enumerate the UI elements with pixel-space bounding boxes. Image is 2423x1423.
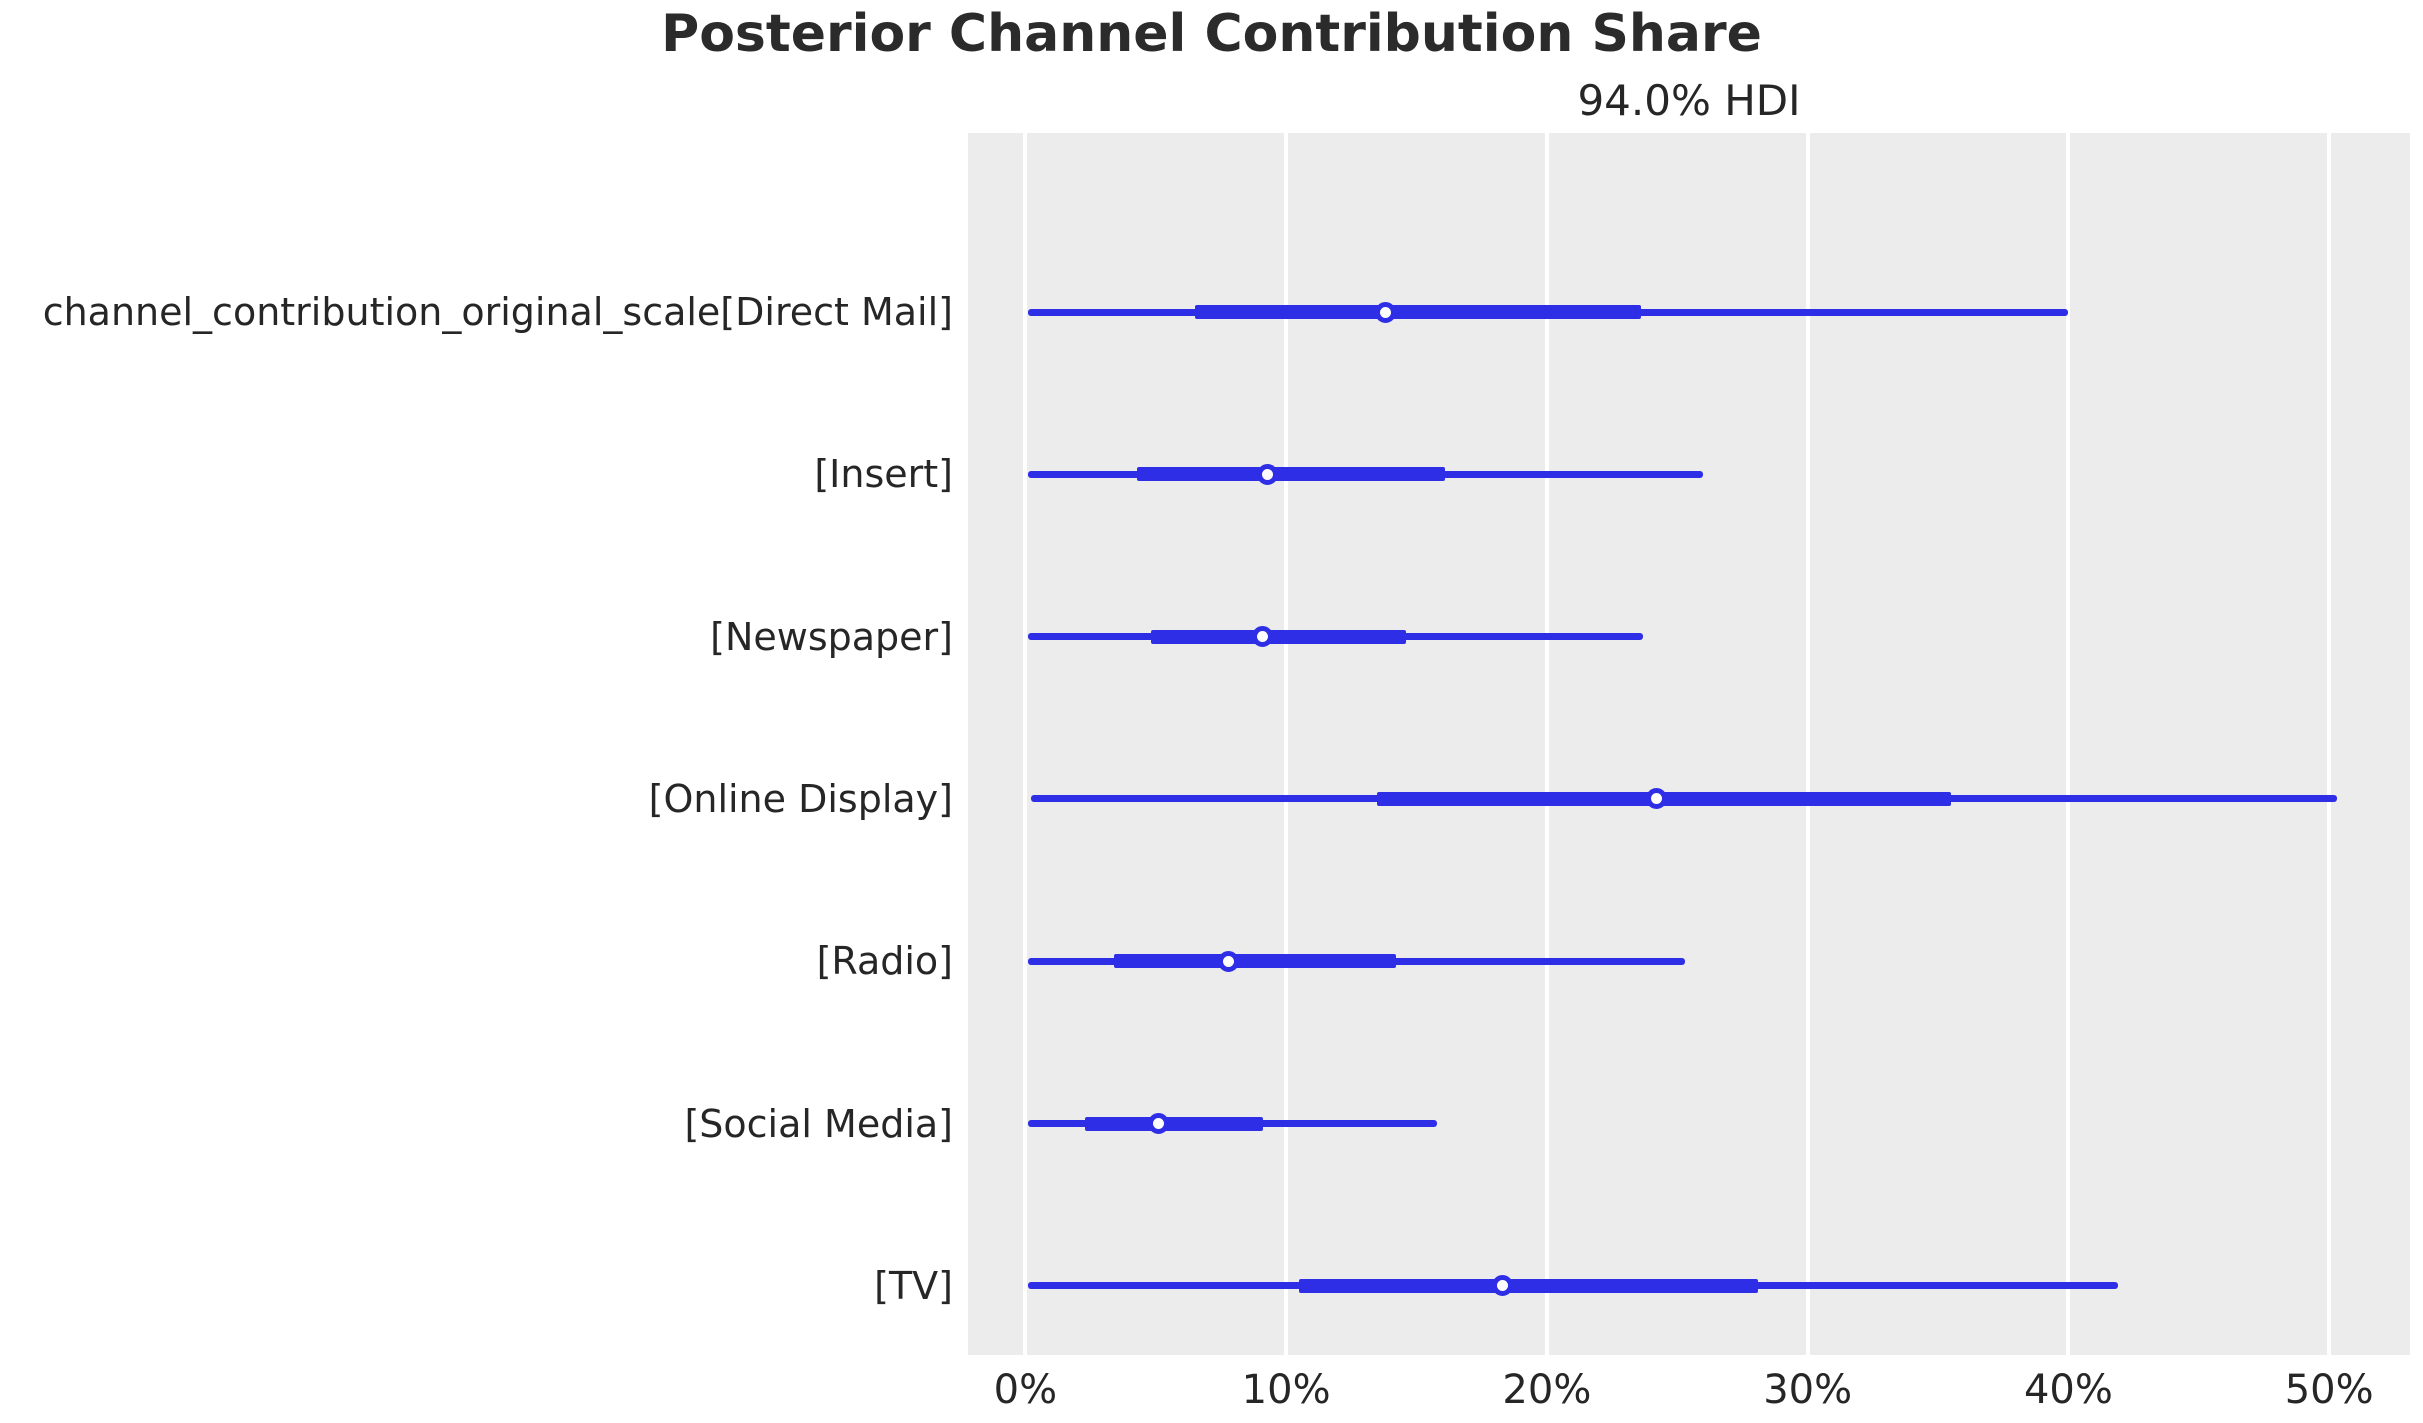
median-point-marker [1218, 950, 1240, 972]
quartile-interval-line [1150, 629, 1407, 644]
chart-title: Posterior Channel Contribution Share [661, 4, 1762, 64]
median-point-marker [1252, 626, 1274, 648]
median-point-marker [1147, 1113, 1169, 1134]
x-tick-label: 30% [1763, 1367, 1853, 1413]
x-gridline [1023, 133, 1028, 1355]
x-tick-label: 50% [2284, 1367, 2374, 1413]
median-point-marker [1492, 1275, 1514, 1297]
x-gridline [2066, 133, 2071, 1355]
y-label: [TV] [874, 1263, 953, 1308]
quartile-interval-line [1194, 305, 1641, 319]
x-gridline [1544, 133, 1549, 1355]
quartile-interval-line [1114, 954, 1396, 969]
median-point-marker [1374, 301, 1396, 323]
y-label: [Social Media] [684, 1101, 953, 1146]
quartile-interval-line [1137, 467, 1446, 482]
quartile-interval-line [1085, 1116, 1263, 1131]
y-label: [Radio] [816, 939, 953, 984]
hdi-subtitle: 94.0% HDI [1577, 76, 1801, 125]
x-tick-label: 10% [1241, 1367, 1331, 1413]
x-tick-label: 0% [993, 1367, 1058, 1413]
y-label: [Online Display] [648, 776, 953, 821]
median-point-marker [1645, 788, 1667, 810]
y-label: [Newspaper] [710, 614, 953, 659]
y-label: channel_contribution_original_scale[Dire… [42, 290, 953, 334]
x-tick-label: 20% [1502, 1367, 1592, 1413]
median-point-marker [1257, 463, 1279, 485]
x-gridline [2327, 133, 2332, 1355]
x-tick-label: 40% [2023, 1367, 2113, 1413]
y-label: [Insert] [814, 452, 953, 497]
x-gridline [1284, 133, 1289, 1355]
plot-area [968, 133, 2410, 1355]
quartile-interval-line [1299, 1278, 1759, 1293]
x-gridline [1805, 133, 1810, 1355]
